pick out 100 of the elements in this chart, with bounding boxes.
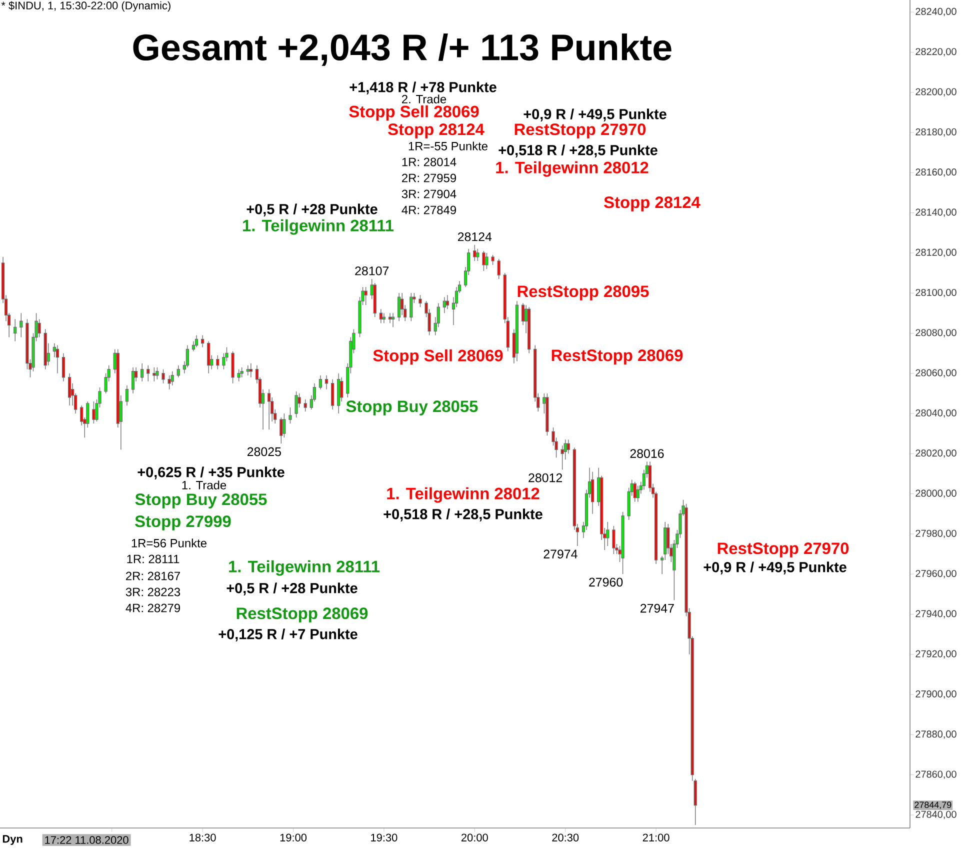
y-tick-label: 28000,00 <box>916 490 956 498</box>
candlestick <box>249 362 252 378</box>
annotation: 1. Teilgewinn 28111 <box>229 560 380 576</box>
annotation: +0,5 R / +28 Punkte <box>246 204 378 216</box>
candlestick <box>591 471 594 514</box>
annotation: +0,9 R / +49,5 Punkte <box>704 562 846 574</box>
y-tick-label: 28080,00 <box>916 329 956 338</box>
text: Gesamt +2,043 R /+ 113 Punkte <box>133 33 672 66</box>
y-tick-label: 27920,00 <box>916 650 956 658</box>
candlestick <box>131 366 135 394</box>
annotation: RestStopp 27970 <box>514 124 646 138</box>
annotation: 28012 <box>528 473 562 482</box>
x-tick-label: 19:00 <box>280 834 307 842</box>
candlestick <box>140 362 144 382</box>
candlestick <box>636 485 640 502</box>
annotation: 1R: 28014 <box>402 158 456 166</box>
candlestick <box>572 447 576 530</box>
candlestick <box>62 352 66 382</box>
annotation: RestStopp 28069 <box>236 608 368 622</box>
annotation: RestStopp 27970 <box>718 542 849 558</box>
annotation: Stopp 27999 <box>135 516 231 530</box>
x-tick-label: 20:30 <box>552 834 579 842</box>
x-tick-label: 20:00 <box>461 834 488 842</box>
candlestick <box>382 312 386 324</box>
candlestick <box>324 375 328 390</box>
text: 27844,79 <box>914 802 952 810</box>
candlestick <box>515 300 519 362</box>
annotation: 2R: 27959 <box>402 174 456 182</box>
y-tick-label: 28100,00 <box>916 288 956 298</box>
annotation: +0,518 R / +28,5 Punkte <box>384 508 542 522</box>
y-tick-label: 27900,00 <box>916 690 956 699</box>
annotation: 1R=56 Punkte <box>132 538 206 548</box>
candlestick <box>642 469 646 490</box>
annotation: 3R: 28223 <box>126 588 180 596</box>
annotation: 3R: 27904 <box>402 190 456 198</box>
annotation: 1R: 28111 <box>127 554 180 564</box>
annotation: 1. Teilgewinn 28012 <box>496 161 648 177</box>
annotation: 27960 <box>589 578 623 587</box>
candlestick <box>446 294 450 310</box>
annotation: RestStopp 28095 <box>518 286 649 300</box>
candlestick <box>648 461 652 492</box>
annotation: 4R: 27849 <box>402 206 456 214</box>
annotation: +0,625 R / +35 Punkte <box>138 466 284 480</box>
y-tick-label: 27840,00 <box>916 810 956 820</box>
annotation: 1. Teilgewinn 28012 <box>387 487 540 503</box>
y-tick-label: 27860,00 <box>916 770 956 779</box>
candlestick <box>331 379 334 410</box>
annotation: 2. Trade <box>402 94 446 104</box>
y-tick-label: 27980,00 <box>916 530 956 538</box>
annotation: RestStopp 28069 <box>552 350 683 364</box>
annotation: Stopp 28124 <box>388 124 484 138</box>
annotation: Stopp 28124 <box>604 196 700 212</box>
annotation: 28124 <box>458 232 492 242</box>
annotation: 1R=-55 Punkte <box>408 142 488 150</box>
candlestick <box>56 344 59 374</box>
annotation: 1. Teilgewinn 28111 <box>243 219 394 235</box>
candlestick <box>268 389 271 430</box>
candlestick <box>186 344 189 368</box>
candlestick <box>528 306 531 354</box>
annotation: 28025 <box>247 447 281 456</box>
annotation: Stopp Buy 28055 <box>346 400 478 416</box>
y-tick-label: 28140,00 <box>916 208 956 217</box>
candlestick <box>521 302 525 326</box>
candlestick <box>454 286 458 308</box>
y-tick-label: 28020,00 <box>916 450 956 458</box>
x-tick-label: 18:30 <box>190 834 216 842</box>
y-tick-label: 28160,00 <box>916 168 956 177</box>
annotation: +1,418 R / +78 Punkte <box>350 82 496 94</box>
candlestick <box>654 491 658 564</box>
candlestick <box>379 308 382 324</box>
annotation: Stopp Buy 28055 <box>135 494 267 508</box>
annotation: 27947 <box>640 604 674 613</box>
annotation: +0,125 R / +7 Punkte <box>218 628 358 642</box>
chart-subtitle: * $INDU, 1, 15:30-22:00 (Dynamic) <box>1 1 170 12</box>
y-tick-label: 28200,00 <box>916 88 956 96</box>
candlestick <box>125 385 129 406</box>
y-tick-label: 28120,00 <box>916 248 956 258</box>
candlestick <box>52 342 56 358</box>
candlestick <box>68 373 72 406</box>
candlestick <box>318 375 322 390</box>
annotation: Stopp Sell 28069 <box>373 349 503 365</box>
candlestick <box>400 292 404 316</box>
annotation: 1. Trade <box>182 480 226 490</box>
candlestick <box>442 296 446 314</box>
candlestick <box>74 393 78 414</box>
annotation: +0,9 R / +49,5 Punkte <box>524 108 666 122</box>
y-tick-label: 27960,00 <box>916 570 956 578</box>
candlestick <box>194 334 198 348</box>
x-tick-label: 19:30 <box>371 834 398 842</box>
candlestick <box>388 312 392 324</box>
annotation: 28107 <box>355 266 389 276</box>
annotation: +0,518 R / +28,5 Punkte <box>498 144 658 158</box>
annotation: +0,5 R / +28 Punkte <box>226 582 358 596</box>
candlestick <box>246 364 250 376</box>
annotation: Stopp Sell 28069 <box>349 105 479 121</box>
y-tick-label: 28240,00 <box>916 8 956 16</box>
y-tick-label: 28180,00 <box>916 128 956 137</box>
text: 17:22 11.08.2020 <box>45 836 128 844</box>
candlestick <box>201 334 204 348</box>
x-tick-label: 21:00 <box>642 834 670 842</box>
